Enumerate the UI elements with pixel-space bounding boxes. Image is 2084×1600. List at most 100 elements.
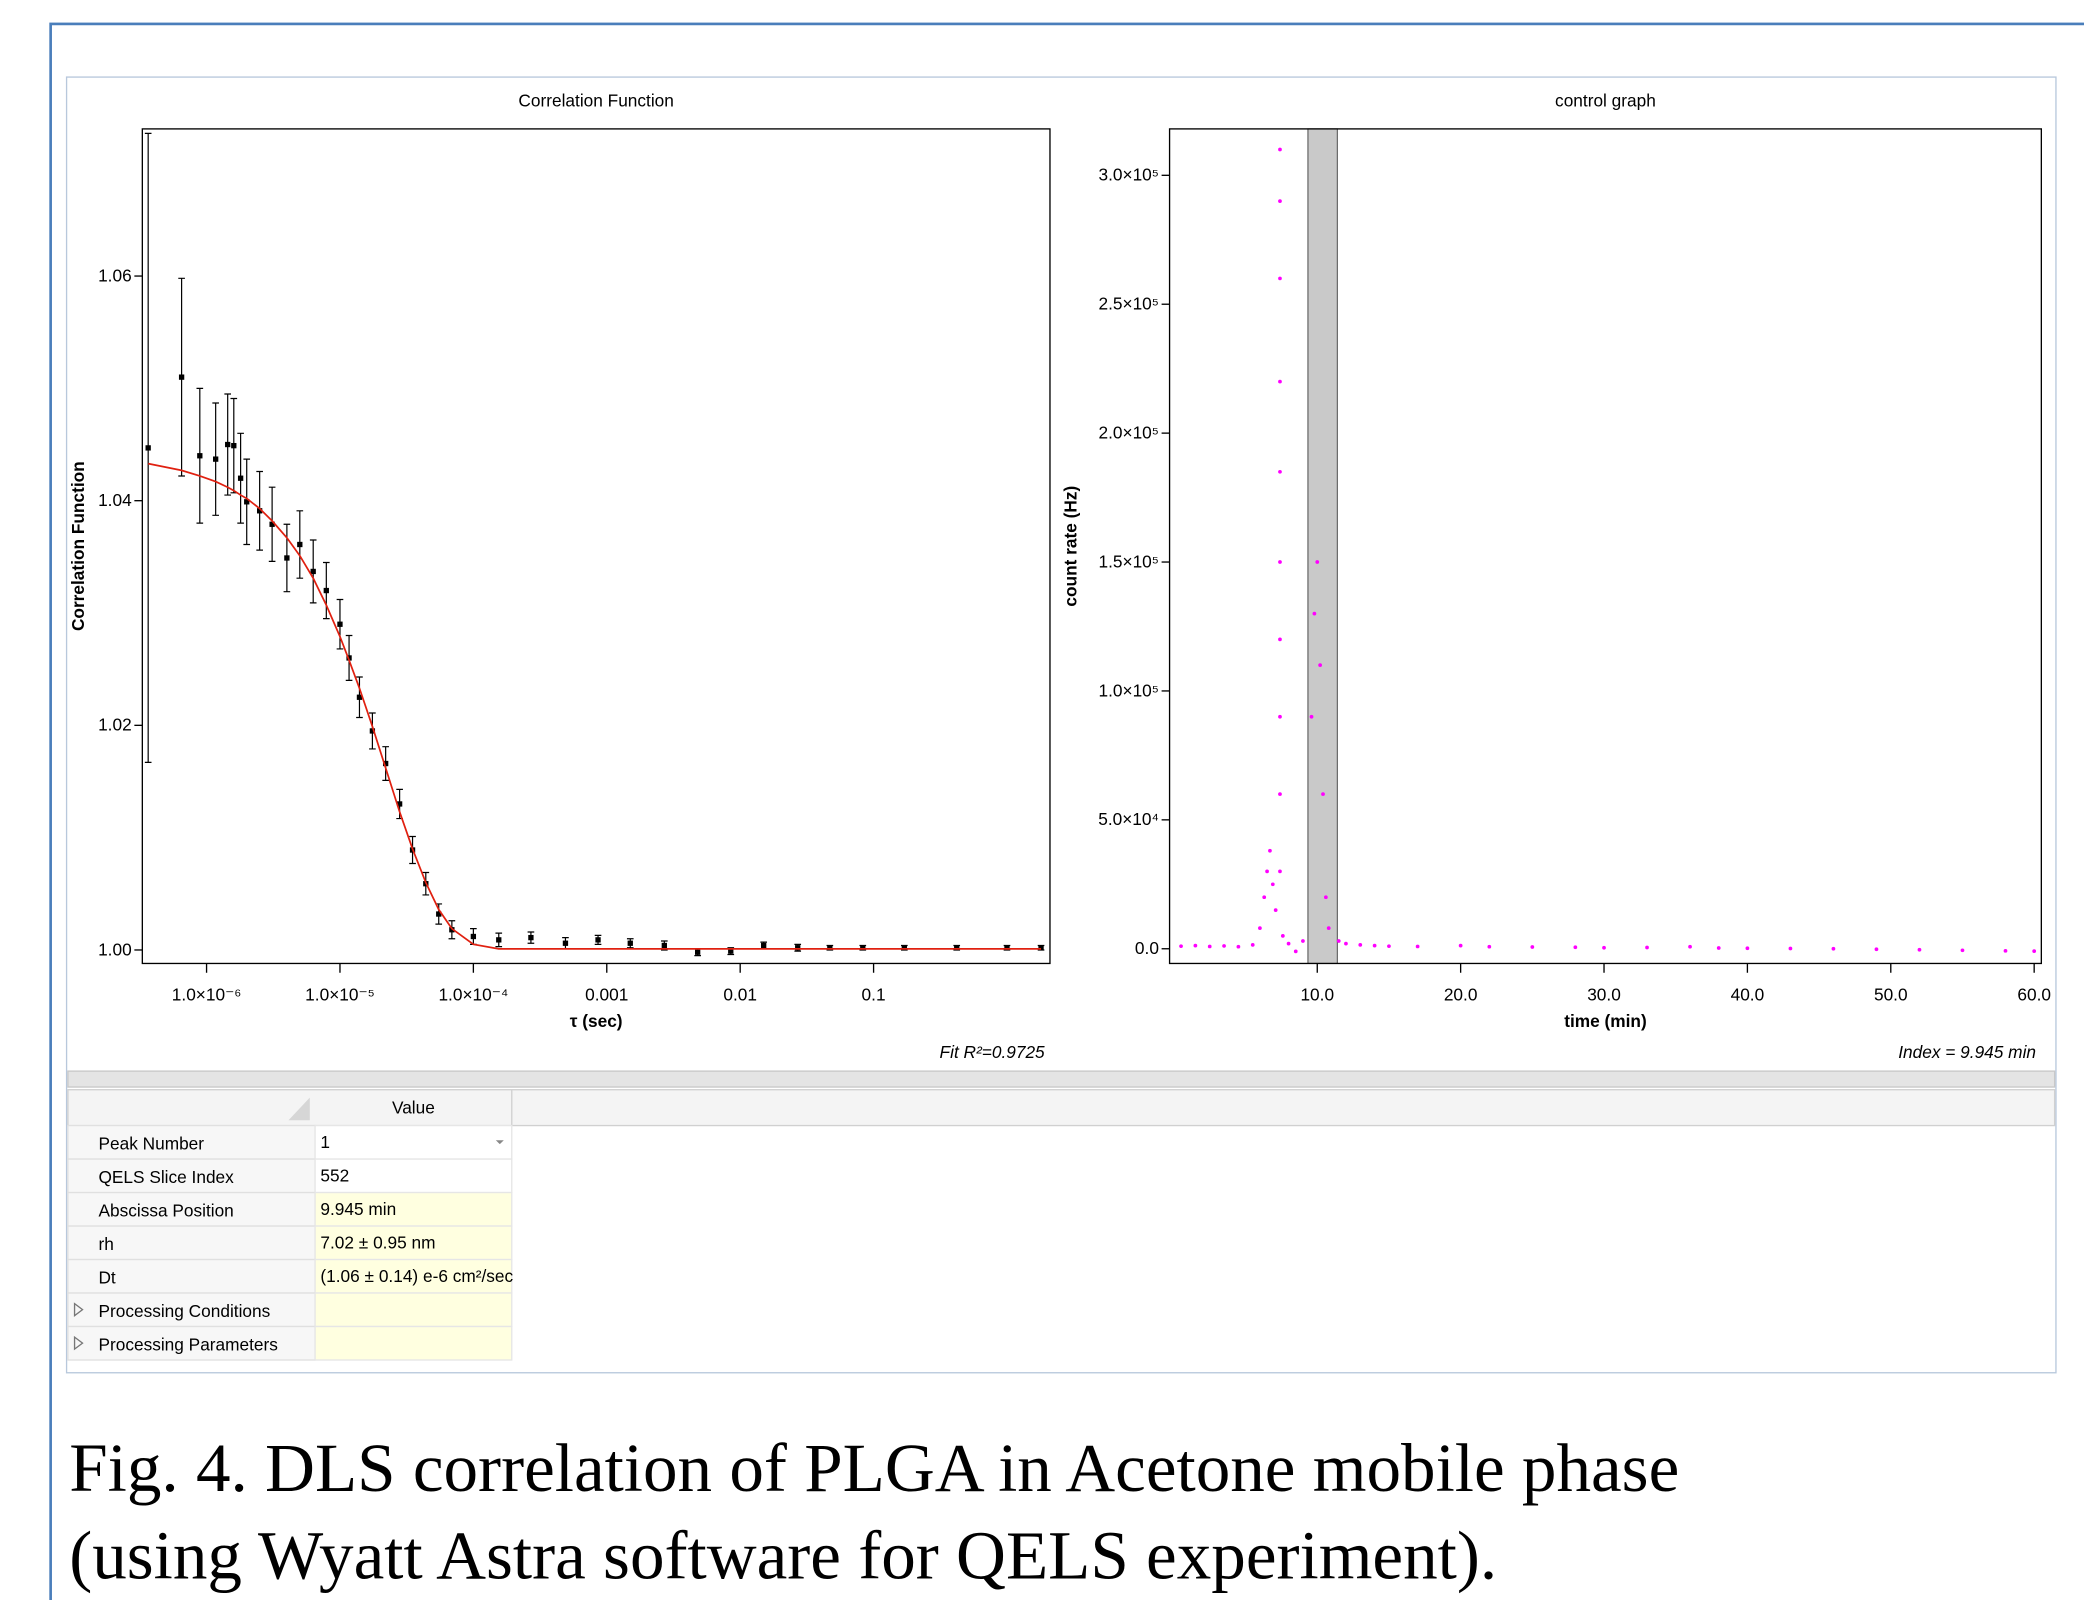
y-tick-label: 2.0×10⁵ bbox=[1098, 422, 1158, 442]
data-point bbox=[256, 508, 263, 514]
data-point bbox=[761, 942, 767, 949]
data-point bbox=[1487, 944, 1492, 949]
data-point bbox=[1207, 944, 1212, 949]
plots: Correlation Function τ (sec) Correlation F… bbox=[68, 90, 2051, 1061]
x-tick-label: 1.0×10⁻⁴ bbox=[438, 985, 508, 1005]
data-point bbox=[1004, 945, 1010, 951]
y-tick-label: 1.06 bbox=[98, 265, 132, 285]
row-value-cell bbox=[314, 1191, 513, 1227]
row-label-cell bbox=[67, 1124, 316, 1160]
data-point bbox=[1250, 943, 1255, 947]
data-point bbox=[1321, 792, 1325, 796]
selection-band[interactable] bbox=[1307, 128, 1338, 964]
data-point bbox=[1312, 611, 1317, 616]
row-label: Dt bbox=[98, 1267, 115, 1287]
data-point bbox=[1688, 944, 1692, 949]
data-point bbox=[1301, 939, 1305, 943]
data-point bbox=[470, 933, 477, 940]
data-point bbox=[1336, 939, 1341, 943]
data-point bbox=[1278, 560, 1282, 564]
row-value: (1.06 ± 0.14) e-6 cm²/sec bbox=[320, 1266, 513, 1286]
y-tick-label: 1.0×10⁵ bbox=[1098, 680, 1158, 700]
data-point bbox=[1573, 945, 1578, 950]
row-value-cell bbox=[314, 1225, 513, 1261]
row-value-cell[interactable] bbox=[314, 1124, 513, 1160]
data-point bbox=[1716, 946, 1721, 950]
row-value: 7.02 ± 0.95 nm bbox=[320, 1233, 435, 1253]
x-tick-label: 1.0×10⁻⁶ bbox=[172, 985, 242, 1005]
data-point bbox=[595, 937, 601, 943]
y-tick-label: 1.04 bbox=[98, 490, 132, 510]
data-point bbox=[562, 940, 569, 946]
x-tick-label: 1.0×10⁻⁵ bbox=[305, 985, 375, 1005]
chart: Correlation Function τ (sec) Correlation F… bbox=[68, 90, 1051, 1062]
data-point bbox=[1038, 945, 1044, 951]
data-point bbox=[225, 441, 231, 448]
data-point bbox=[901, 945, 907, 951]
y-tick-label: 1.00 bbox=[98, 939, 132, 959]
data-point bbox=[310, 568, 316, 575]
data-point bbox=[1387, 944, 1391, 949]
data-point bbox=[178, 374, 185, 380]
expand-toggle[interactable] bbox=[73, 1335, 84, 1351]
x-axis-label: time (min) bbox=[1564, 1011, 1647, 1031]
data-point bbox=[1344, 941, 1348, 946]
data-point bbox=[396, 801, 403, 807]
data-point bbox=[436, 911, 442, 917]
data-point bbox=[1222, 944, 1226, 948]
data-point bbox=[244, 499, 250, 505]
row-value-cell bbox=[314, 1158, 513, 1194]
data-point bbox=[1645, 945, 1649, 950]
row-label: Peak Number bbox=[98, 1134, 204, 1154]
data-point bbox=[1788, 946, 1793, 951]
data-point bbox=[213, 456, 219, 462]
data-point bbox=[1278, 379, 1282, 384]
row-label-cell bbox=[67, 1191, 316, 1227]
x-tick-label: 0.01 bbox=[723, 985, 757, 1005]
x-tick-label: 30.0 bbox=[1587, 985, 1621, 1005]
x-axis-label: τ (sec) bbox=[570, 1011, 623, 1031]
data-point bbox=[1326, 926, 1331, 930]
data-point bbox=[449, 927, 455, 933]
row-value: 9.945 min bbox=[320, 1199, 396, 1219]
data-point bbox=[284, 555, 290, 561]
data-point bbox=[1236, 944, 1241, 949]
data-point bbox=[1372, 943, 1377, 948]
data-point bbox=[728, 948, 734, 954]
x-tick-label: 0.1 bbox=[862, 985, 886, 1005]
data-point bbox=[1280, 934, 1285, 938]
data-point bbox=[827, 945, 833, 951]
x-tick-label: 50.0 bbox=[1874, 985, 1908, 1005]
data-point bbox=[1179, 944, 1183, 949]
chart-title: control graph bbox=[1555, 90, 1656, 110]
y-tick-label: 1.02 bbox=[98, 715, 132, 735]
data-point bbox=[297, 541, 303, 548]
splitter[interactable] bbox=[67, 1070, 2056, 1088]
data-point bbox=[1745, 946, 1750, 951]
plot-frame bbox=[1168, 128, 2043, 965]
chart-title: Correlation Function bbox=[518, 90, 673, 110]
data-point bbox=[1324, 895, 1328, 900]
dropdown-arrow[interactable] bbox=[495, 1140, 504, 1145]
data-point bbox=[1265, 869, 1269, 874]
data-point bbox=[1831, 946, 1836, 951]
row-value-cell bbox=[314, 1292, 513, 1328]
x-tick-label: 0.001 bbox=[585, 985, 628, 1005]
data-point bbox=[1258, 926, 1262, 930]
data-point bbox=[860, 945, 866, 951]
y-tick-label: 0.0 bbox=[1135, 938, 1159, 958]
data-point bbox=[661, 942, 667, 949]
chart: control graph time (min) count rate (Hz) In… bbox=[1061, 90, 2051, 1061]
data-point bbox=[1458, 943, 1463, 948]
data-point bbox=[1273, 908, 1278, 912]
data-point bbox=[954, 945, 960, 951]
data-point bbox=[1917, 947, 1922, 952]
data-point bbox=[1309, 714, 1314, 719]
y-tick-label: 1.5×10⁵ bbox=[1098, 551, 1158, 571]
expand-toggle[interactable] bbox=[73, 1302, 84, 1317]
row-label: Abscissa Position bbox=[98, 1200, 233, 1220]
table-header-bg bbox=[67, 1089, 2056, 1127]
data-point bbox=[528, 934, 534, 941]
row-label: Processing Conditions bbox=[98, 1301, 270, 1321]
